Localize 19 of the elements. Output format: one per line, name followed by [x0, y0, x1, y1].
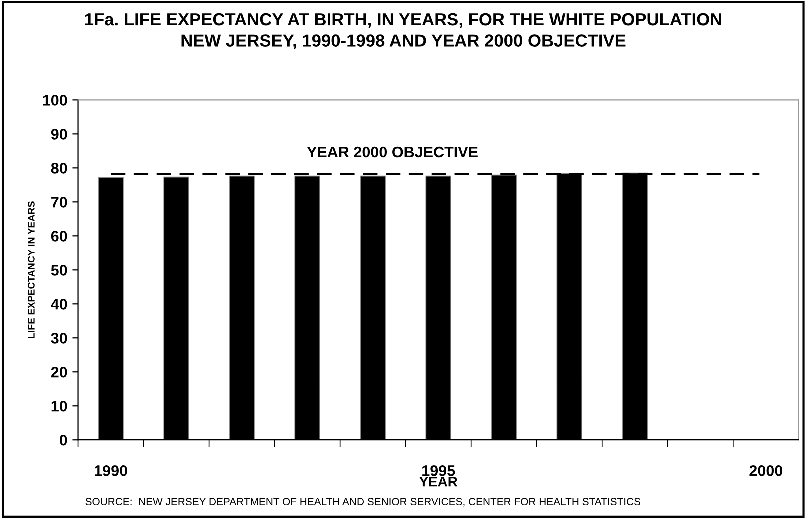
y-tick-label: 70: [52, 197, 68, 208]
x-axis-title: YEAR: [420, 477, 458, 487]
y-tick-label: 10: [52, 400, 68, 412]
y-tick-label: 50: [51, 265, 68, 276]
ref-line-label: YEAR 2000 OBJECTIVE: [307, 146, 478, 158]
y-tick-label: 90: [51, 129, 68, 140]
y-tick-label: 30: [51, 332, 68, 344]
y-tick-label: 100: [43, 95, 68, 106]
x-tick-label: 1995: [422, 466, 456, 476]
y-tick-label: 20: [51, 366, 68, 378]
y-axis-title: LIFE EXPECTANCY IN YEARS: [28, 202, 35, 338]
chart-title: 1Fa. LIFE EXPECTANCY AT BIRTH, IN YEARS, FOR THE WHITE POPULATION NEW JERSEY, 1990-1998 AND YEAR 2000 OBJECTIVE: [85, 13, 722, 50]
y-tick-label: 80: [51, 163, 68, 174]
y-tick-label: 60: [51, 231, 68, 242]
y-tick-label: 0: [60, 434, 68, 446]
x-tick-label: 1990: [95, 466, 128, 476]
x-tick-label: 2000: [750, 466, 783, 476]
y-tick-label: 40: [51, 299, 68, 310]
source-note: SOURCE: NEW JERSEY DEPARTMENT OF HEALTH AND SENIOR SERVICES, CENTER FOR HEALTH STATISTICS: [86, 498, 641, 507]
